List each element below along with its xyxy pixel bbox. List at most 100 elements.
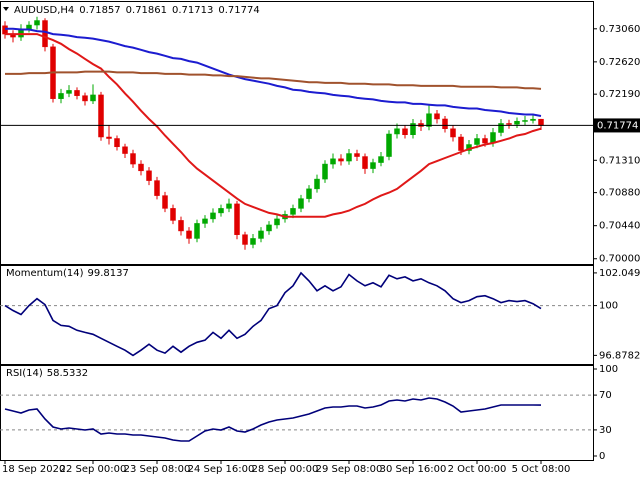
- candle-body: [34, 20, 40, 26]
- indicator-value: 58.5332: [47, 368, 88, 379]
- current-price-box: [593, 118, 640, 133]
- candle-body: [474, 138, 480, 145]
- candle-body: [138, 163, 144, 172]
- candle-body: [122, 146, 128, 154]
- candle-body: [434, 113, 440, 120]
- candle-body: [514, 120, 520, 125]
- candle-body: [98, 94, 104, 138]
- indicator-line: [4, 271, 542, 357]
- candle-body: [106, 136, 112, 139]
- candle-body: [506, 123, 512, 125]
- candle-body: [314, 178, 320, 190]
- candle-body: [210, 212, 216, 220]
- y-tick-label: 0: [599, 451, 605, 462]
- candle-body: [186, 230, 192, 239]
- candle-body: [2, 25, 8, 35]
- candle-body: [378, 156, 384, 163]
- candle-body: [442, 118, 448, 129]
- candle-body: [482, 138, 488, 144]
- panel-frame: [0, 365, 594, 461]
- candle-body: [370, 162, 376, 169]
- open-value: 0.71857: [79, 5, 120, 16]
- y-tick-label: 0.72620: [599, 57, 640, 68]
- x-tick-label: 22 Sep 00:00: [60, 464, 127, 475]
- candle-body: [338, 158, 344, 162]
- indicator-line: [4, 397, 542, 442]
- current-price-label: 0.71774: [597, 120, 638, 131]
- candle-body: [458, 136, 464, 151]
- candle-body: [146, 170, 152, 181]
- x-tick-label: 24 Sep 16:00: [188, 464, 255, 475]
- candle-body: [394, 128, 400, 135]
- candle-body: [170, 208, 176, 221]
- candle-body: [522, 120, 528, 122]
- candle-body: [226, 203, 232, 209]
- x-tick-label: 23 Sep 08:00: [124, 464, 191, 475]
- candle-body: [538, 118, 544, 126]
- moving-average: [5, 70, 542, 90]
- indicator-value: 99.8137: [88, 268, 129, 279]
- x-tick-label: 2 Oct 00:00: [448, 464, 507, 475]
- indicator-title: Momentum(14): [6, 268, 84, 279]
- indicator-title: RSI(14): [6, 368, 43, 379]
- y-tick-label: 100: [599, 364, 618, 375]
- candle-body: [402, 128, 408, 136]
- x-tick-label: 30 Sep 16:00: [380, 464, 447, 475]
- candle-body: [194, 223, 200, 239]
- candle-body: [42, 20, 48, 48]
- candle-body: [82, 95, 88, 102]
- y-tick-label: 0.70000: [599, 254, 640, 265]
- candle-body: [258, 230, 264, 239]
- candle-body: [114, 138, 120, 148]
- candle-body: [410, 123, 416, 136]
- candle-body: [130, 153, 136, 165]
- y-tick-label: 0.71310: [599, 155, 640, 166]
- candle-body: [330, 158, 336, 165]
- close-value: 0.71774: [218, 5, 259, 16]
- y-tick-label: 102.0498: [599, 268, 640, 279]
- x-tick-label: 18 Sep 2020: [2, 464, 65, 475]
- y-tick-label: 0.72190: [599, 89, 640, 100]
- candle-body: [362, 156, 368, 169]
- candle-body: [290, 208, 296, 215]
- x-tick-label: 29 Sep 08:00: [316, 464, 383, 475]
- candle-body: [58, 93, 64, 99]
- candle-body: [322, 163, 328, 180]
- y-tick-label: 30: [599, 425, 612, 436]
- candle-body: [298, 198, 304, 209]
- candle-body: [162, 195, 168, 209]
- candle-body: [274, 218, 280, 226]
- candle-body: [386, 133, 392, 157]
- candle-body: [66, 90, 72, 94]
- y-tick-label: 100: [599, 301, 618, 312]
- candle-body: [234, 203, 240, 235]
- x-tick-label: 5 Oct 08:00: [512, 464, 571, 475]
- symbol: AUDUSD,H4: [14, 5, 74, 16]
- dropdown-arrow[interactable]: [3, 7, 9, 11]
- candle-body: [178, 220, 184, 232]
- panel-frame: [0, 1, 594, 265]
- candle-body: [498, 123, 504, 133]
- y-tick-label: 0.73060: [599, 24, 640, 35]
- y-tick-label: 70: [599, 390, 612, 401]
- candle-body: [242, 234, 248, 245]
- candle-body: [202, 218, 208, 224]
- candle-body: [154, 180, 160, 196]
- candle-body: [74, 90, 80, 96]
- candle-body: [266, 224, 272, 232]
- low-value: 0.71713: [172, 5, 213, 16]
- candle-body: [250, 238, 256, 245]
- high-value: 0.71861: [126, 5, 167, 16]
- candle-body: [90, 94, 96, 102]
- candle-body: [490, 132, 496, 144]
- candle-body: [426, 113, 432, 127]
- candle-body: [346, 153, 352, 162]
- candle-body: [26, 24, 32, 30]
- panel-frame: [0, 265, 594, 365]
- moving-average: [5, 33, 542, 218]
- candle-body: [530, 118, 536, 121]
- candle-body: [450, 128, 456, 138]
- y-tick-label: 0.70880: [599, 188, 640, 199]
